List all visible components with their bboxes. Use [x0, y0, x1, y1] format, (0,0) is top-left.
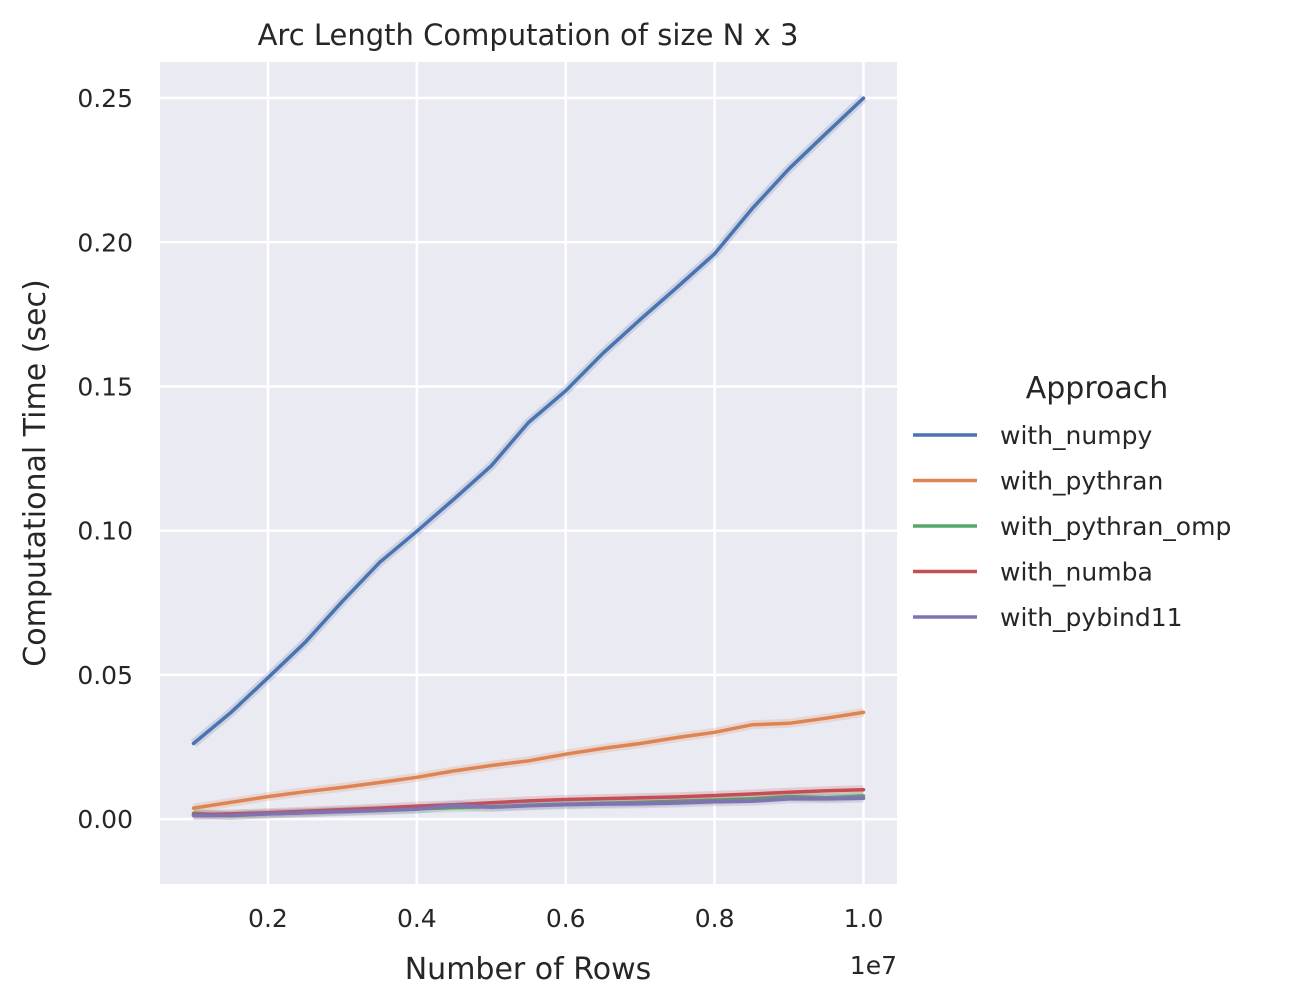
grid-lines — [160, 62, 897, 884]
legend: Approach with_numpy with_pythran with_pyth… — [913, 371, 1231, 632]
x-tick-label: 0.2 — [248, 904, 288, 933]
series-line-with_pythran — [191, 710, 866, 810]
series-line-with_pybind11 — [191, 796, 866, 818]
x-tick-labels: 0.2 0.4 0.6 0.8 1.0 — [248, 904, 883, 933]
legend-item: with_pybind11 — [913, 603, 1183, 632]
x-tick-label: 0.8 — [695, 904, 735, 933]
x-tick-label: 0.4 — [397, 904, 437, 933]
chart-title: Arc Length Computation of size N x 3 — [258, 18, 799, 52]
y-tick-label: 0.20 — [77, 228, 133, 257]
legend-label: with_pythran_omp — [1000, 512, 1231, 541]
x-tick-label: 1.0 — [844, 904, 884, 933]
legend-item: with_pythran_omp — [913, 512, 1231, 541]
legend-label: with_pybind11 — [1000, 603, 1183, 632]
legend-label: with_numba — [1000, 558, 1153, 587]
series-line-with_numpy — [191, 96, 866, 746]
x-axis-offset-text: 1e7 — [850, 951, 897, 980]
y-tick-labels: 0.00 0.05 0.10 0.15 0.20 0.25 — [77, 84, 133, 834]
y-tick-label: 0.15 — [77, 372, 133, 401]
legend-title: Approach — [1026, 371, 1169, 406]
legend-label: with_numpy — [1000, 421, 1152, 450]
series-lines — [190, 94, 867, 821]
legend-item: with_pythran — [913, 467, 1163, 496]
legend-item: with_numpy — [913, 421, 1152, 450]
y-axis-label: Computational Time (sec) — [18, 279, 53, 666]
y-tick-label: 0.05 — [77, 661, 133, 690]
plot-background — [160, 62, 897, 884]
x-tick-label: 0.6 — [546, 904, 586, 933]
y-tick-label: 0.00 — [77, 805, 133, 834]
legend-item: with_numba — [913, 558, 1153, 587]
y-tick-label: 0.10 — [77, 517, 133, 546]
legend-label: with_pythran — [1000, 467, 1163, 496]
y-tick-label: 0.25 — [77, 84, 133, 113]
x-axis-label: Number of Rows — [405, 952, 652, 987]
